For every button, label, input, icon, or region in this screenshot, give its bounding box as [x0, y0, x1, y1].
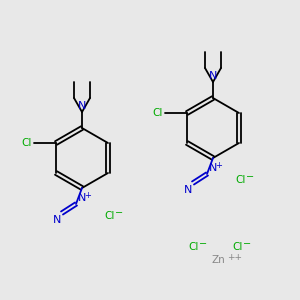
Text: Cl: Cl [235, 175, 245, 185]
Text: N: N [209, 71, 217, 81]
Text: N: N [184, 185, 192, 195]
Text: N: N [52, 215, 61, 225]
Text: +: + [215, 161, 222, 170]
Text: −: − [199, 239, 207, 249]
Text: Cl: Cl [153, 108, 163, 118]
Text: Cl: Cl [104, 211, 114, 221]
Text: N: N [78, 101, 86, 111]
Text: −: − [115, 208, 123, 218]
Text: +: + [84, 191, 91, 200]
Text: Cl: Cl [188, 242, 198, 252]
Text: Cl: Cl [22, 138, 32, 148]
Text: N: N [78, 193, 86, 203]
Text: N: N [209, 163, 218, 173]
Text: −: − [243, 239, 251, 249]
Text: ++: ++ [227, 253, 242, 262]
Text: −: − [246, 172, 254, 182]
Text: Zn: Zn [212, 255, 226, 265]
Text: Cl: Cl [232, 242, 242, 252]
